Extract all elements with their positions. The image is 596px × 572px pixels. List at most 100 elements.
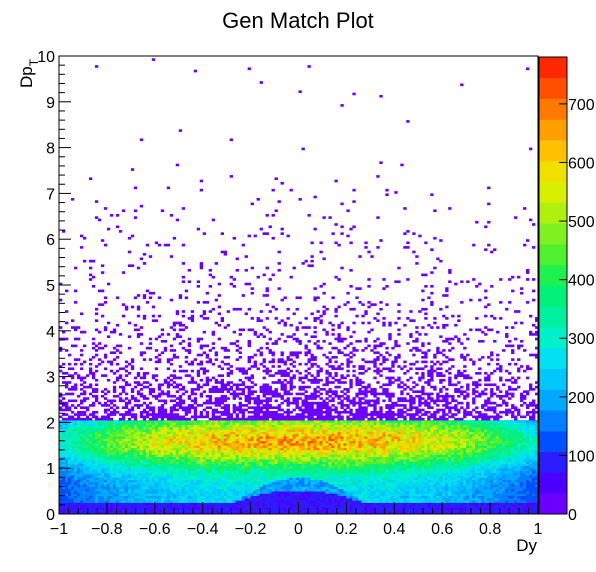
heatmap-cell bbox=[229, 493, 233, 497]
heatmap-cell bbox=[127, 511, 132, 515]
heatmap-cell bbox=[262, 468, 266, 471]
heatmap-cell bbox=[520, 497, 524, 501]
heatmap-cell bbox=[298, 479, 302, 483]
heatmap-cell bbox=[229, 486, 233, 490]
heatmap-cell bbox=[172, 449, 177, 453]
heatmap-cell bbox=[196, 479, 201, 483]
heatmap-cell bbox=[289, 459, 293, 462]
heatmap-cell bbox=[67, 502, 72, 506]
heatmap-cell bbox=[364, 445, 368, 448]
heatmap-cell bbox=[340, 447, 344, 451]
heatmap-cell bbox=[445, 463, 449, 467]
heatmap-cell bbox=[217, 459, 222, 462]
heatmap-cell bbox=[313, 454, 317, 458]
heatmap-cell bbox=[274, 507, 278, 510]
heatmap-cell bbox=[91, 440, 96, 444]
heatmap-cell bbox=[325, 502, 329, 506]
heatmap-cell bbox=[508, 449, 512, 453]
heatmap-cell bbox=[292, 493, 296, 497]
heatmap-cell bbox=[463, 456, 467, 460]
heatmap-cell bbox=[220, 443, 224, 446]
heatmap-cell bbox=[316, 468, 320, 471]
heatmap-cell bbox=[235, 477, 239, 480]
heatmap-cell bbox=[478, 475, 482, 478]
heatmap-cell bbox=[100, 459, 105, 462]
heatmap-cell bbox=[331, 481, 335, 485]
heatmap-cell bbox=[106, 495, 111, 499]
heatmap-cell bbox=[235, 488, 239, 492]
heatmap-cell bbox=[169, 477, 174, 480]
heatmap-cell bbox=[235, 511, 239, 515]
heatmap-cell bbox=[457, 477, 461, 480]
heatmap-cell bbox=[463, 449, 467, 453]
heatmap-cell bbox=[475, 445, 479, 448]
heatmap-cell bbox=[451, 468, 455, 471]
heatmap-cell bbox=[59, 461, 63, 464]
heatmap-cell bbox=[505, 456, 509, 460]
heatmap-cell bbox=[508, 493, 512, 497]
heatmap-cell bbox=[517, 465, 521, 469]
heatmap-cell bbox=[493, 479, 497, 483]
heatmap-cell bbox=[283, 509, 287, 513]
heatmap-cell bbox=[148, 497, 153, 501]
heatmap-cell bbox=[520, 447, 524, 451]
heatmap-cell bbox=[259, 500, 263, 503]
heatmap-cell bbox=[76, 493, 81, 497]
heatmap-cell bbox=[193, 504, 198, 508]
heatmap-cell bbox=[154, 461, 159, 464]
heatmap-cell bbox=[103, 456, 108, 460]
heatmap-cell bbox=[361, 511, 365, 515]
heatmap-cell bbox=[460, 459, 464, 462]
heatmap-cell bbox=[232, 479, 236, 483]
heatmap-cell bbox=[214, 507, 219, 510]
heatmap-cell bbox=[301, 507, 305, 510]
heatmap-cell bbox=[103, 495, 108, 499]
heatmap-cell bbox=[334, 500, 338, 503]
heatmap-cell bbox=[481, 481, 485, 485]
heatmap-cell bbox=[142, 486, 147, 490]
heatmap-cell bbox=[121, 500, 126, 503]
heatmap-cell bbox=[319, 486, 323, 490]
heatmap-cell bbox=[352, 504, 356, 508]
heatmap-cell bbox=[82, 500, 87, 503]
heatmap-cell bbox=[466, 454, 470, 458]
heatmap-cell bbox=[490, 456, 494, 460]
heatmap-cell bbox=[289, 475, 293, 478]
heatmap-cell bbox=[463, 443, 467, 446]
heatmap-cell bbox=[193, 500, 198, 503]
heatmap-cell bbox=[184, 486, 189, 490]
heatmap-cell bbox=[79, 452, 84, 455]
heatmap-cell bbox=[331, 477, 335, 480]
heatmap-cell bbox=[469, 500, 473, 503]
heatmap-cell bbox=[418, 479, 422, 483]
heatmap-cell bbox=[217, 509, 222, 513]
heatmap-cell bbox=[382, 449, 386, 453]
heatmap-cell bbox=[223, 495, 227, 499]
heatmap-cell bbox=[526, 500, 530, 503]
heatmap-cell bbox=[202, 507, 207, 510]
heatmap-cell bbox=[319, 456, 323, 460]
heatmap-cell bbox=[442, 511, 446, 515]
heatmap-cell bbox=[529, 454, 533, 458]
heatmap-cell bbox=[205, 493, 210, 497]
heatmap-cell bbox=[451, 507, 455, 510]
heatmap-cell bbox=[442, 491, 446, 494]
heatmap-cell bbox=[157, 461, 162, 464]
heatmap-cell bbox=[184, 459, 189, 462]
heatmap-cell bbox=[214, 472, 219, 476]
heatmap-cell bbox=[196, 500, 201, 503]
heatmap-cell bbox=[247, 488, 251, 492]
heatmap-cell bbox=[277, 486, 281, 490]
heatmap-cell bbox=[385, 504, 389, 508]
heatmap-cell bbox=[265, 456, 269, 460]
heatmap-cell bbox=[181, 456, 186, 460]
heatmap-cell bbox=[283, 445, 287, 448]
heatmap-cell bbox=[73, 452, 78, 455]
heatmap-cell bbox=[403, 509, 407, 513]
heatmap-cell bbox=[289, 452, 293, 455]
heatmap-cell bbox=[277, 456, 281, 460]
heatmap-cell bbox=[427, 479, 431, 483]
heatmap-cell bbox=[385, 445, 389, 448]
heatmap-cell bbox=[523, 484, 527, 487]
heatmap-cell bbox=[430, 500, 434, 503]
